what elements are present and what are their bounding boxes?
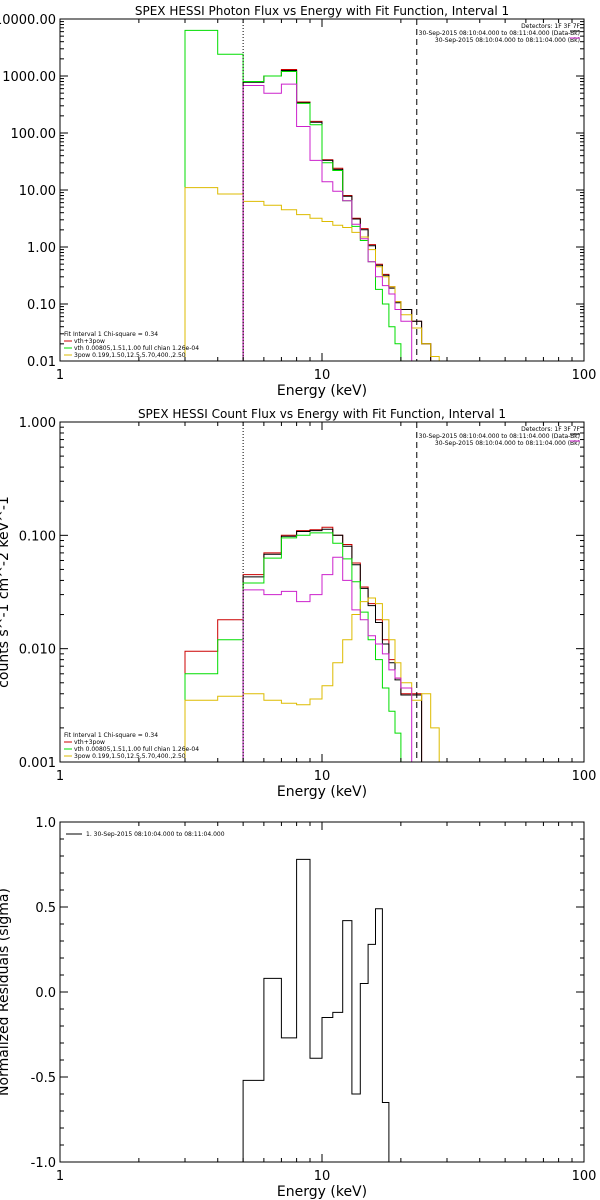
y-tick-label: 1000.00 [2,70,56,85]
legend-entry: 3pow 0.199,1.50,12.5,5.70,400.,2.50 [74,753,186,760]
chart-title: SPEX HESSI Photon Flux vs Energy with Fi… [135,4,509,18]
info-line: 30-Sep-2015 08:10:04.000 to 08:11:04.000… [419,433,580,440]
x-tick-label: 1 [56,769,64,784]
info-line: Detectors: 1F 3F 7F [521,23,580,30]
x-tick-label: 10 [314,1169,331,1184]
series-group [184,29,448,361]
series-line-bk [242,556,413,762]
x-tick-label: 1 [56,1169,64,1184]
y-tick-label: 0.0 [35,986,56,1001]
chart-title: SPEX HESSI Count Flux vs Energy with Fit… [138,407,506,421]
series-line-vth [184,29,413,361]
y-tick-label: 10000.00 [0,13,56,28]
y-tick-label: 0.10 [27,298,56,313]
y-tick-label: 0.010 [19,643,56,658]
y-tick-label: 0.100 [19,529,56,544]
x-axis-label: Energy (keV) [277,1184,367,1200]
y-tick-label: 1.00 [27,241,56,256]
info-line: Detectors: 1F 3F 7F [521,426,580,433]
y-axis-label: counts s^-1 cm^-2 keV^-1 [0,496,12,688]
info-line: 30-Sep-2015 08:10:04.000 to 08:11:04.000… [419,30,580,37]
legend-entry: vth 0.00805,1.51,1.00 full chian 1.26e-0… [74,746,199,753]
legend-entry: vth+3pow [74,338,105,345]
legend-entry: 1. 30-Sep-2015 08:10:04.000 to 08:11:04.… [86,831,225,838]
chart-panel-2: 1 10 100 0.001 0.010 0.100 1.000 SPEX HESSI Cou… [0,407,596,800]
y-tick-label: 1.0 [35,816,56,831]
series-line-data [242,528,431,762]
y-axis-label: Normalized Residuals (sigma) [0,888,12,1096]
info-line: 30-Sep-2015 08:10:04.000 to 08:11:04.000… [435,440,580,447]
x-tick-label: 10 [314,368,331,383]
legend-entry: vth+3pow [74,739,105,746]
series-line-bk [242,83,413,361]
chart-panel-3: 1 10 100 -1.0 -0.5 0.0 0.5 1.0 Energy (keV) Norma… [0,816,596,1200]
y-tick-label: 0.001 [19,756,56,771]
legend-entry: Fit Interval 1 Chi-square = 0.34 [64,732,158,739]
y-tick-label: -0.5 [31,1071,56,1086]
y-tick-label: 1.000 [19,416,56,431]
x-tick-label: 1 [56,368,64,383]
x-axis-label: Energy (keV) [277,784,367,800]
x-tick-label: 100 [572,769,597,784]
series-line-1-30-sep-2015-08-10-04-000-to-08-11-04-000 [242,858,401,1162]
x-axis-label: Energy (keV) [277,383,367,399]
chart-panel-1: 1 10 100 0.01 0.10 1.00 10.00 100.00 1000.00 1000… [0,4,596,399]
series-group [242,858,401,1162]
y-tick-label: -1.0 [31,1156,56,1171]
y-tick-label: 0.01 [27,355,56,370]
y-tick-label: 100.00 [11,127,57,142]
y-tick-label: 10.00 [19,184,56,199]
x-tick-label: 100 [572,368,597,383]
y-tick-label: 0.5 [35,901,56,916]
legend-entry: vth 0.00805,1.51,1.00 full chian 1.26e-0… [74,345,199,352]
series-group [184,526,447,762]
legend-entry: Fit Interval 1 Chi-square = 0.34 [64,331,158,338]
x-tick-label: 100 [572,1169,597,1184]
x-tick-label: 10 [314,769,331,784]
info-line: 30-Sep-2015 08:10:04.000 to 08:11:04.000… [435,37,580,44]
legend-entry: 3pow 0.199,1.50,12.5,5.70,400.,2.50 [74,352,186,359]
